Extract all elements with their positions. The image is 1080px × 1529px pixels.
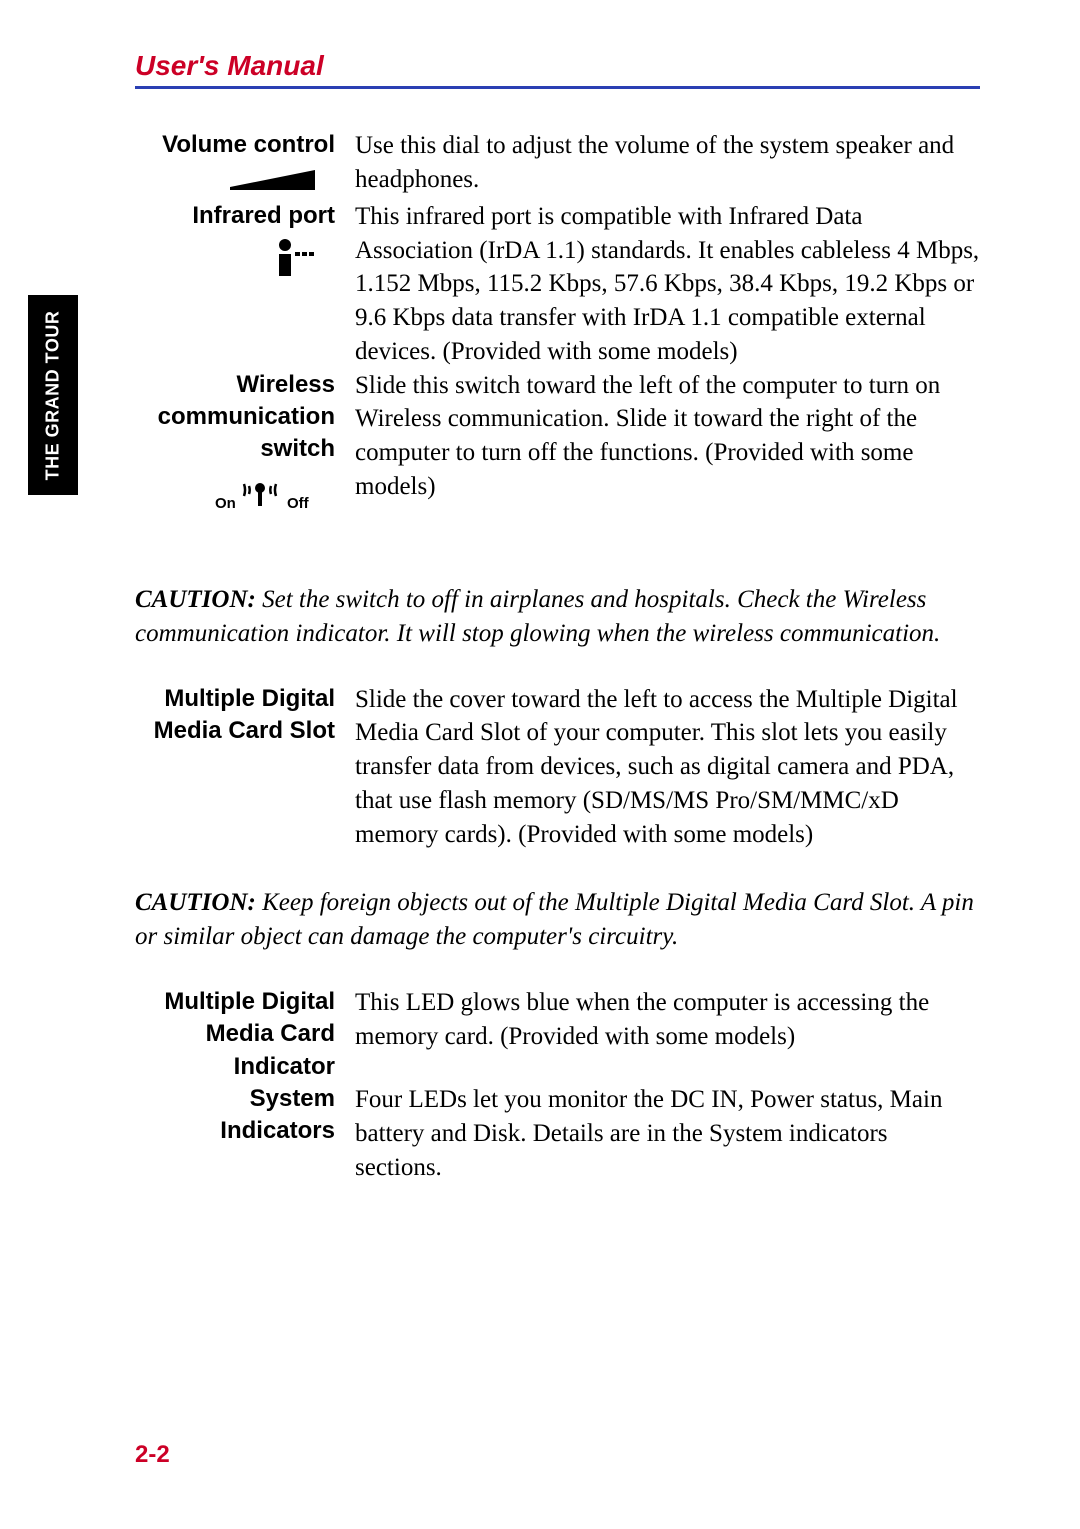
desc-wireless-switch: Slide this switch toward the left of the… xyxy=(355,369,980,524)
wireless-switch-icon: On Off xyxy=(135,472,335,523)
label-media-card-indicator: Multiple Digital Media Card Indicator xyxy=(135,986,355,1083)
desc-media-card-slot: Slide the cover toward the left to acces… xyxy=(355,683,980,852)
caution-media-slot: CAUTION: Keep foreign objects out of the… xyxy=(135,886,980,954)
caution-lead: CAUTION: xyxy=(135,586,256,613)
desc-media-card-indicator: This LED glows blue when the computer is… xyxy=(355,986,980,1083)
label-system-indicators: System Indicators xyxy=(135,1083,355,1184)
svg-text:Off: Off xyxy=(287,495,310,512)
header-rule xyxy=(135,86,980,89)
desc-infrared-port: This infrared port is compatible with In… xyxy=(355,200,980,369)
label-infrared-port: Infrared port xyxy=(135,200,335,232)
desc-volume-control: Use this dial to adjust the volume of th… xyxy=(355,129,980,200)
caution-wireless: CAUTION: Set the switch to off in airpla… xyxy=(135,583,980,651)
caution-text: Set the switch to off in airplanes and h… xyxy=(135,586,940,647)
label-media-card-slot: Multiple Digital Media Card Slot xyxy=(135,683,355,852)
svg-text:On: On xyxy=(215,495,236,512)
label-wireless-switch: Wireless communication switch xyxy=(135,369,335,466)
infrared-icon xyxy=(135,238,335,287)
label-volume-control: Volume control xyxy=(135,129,335,161)
chapter-tab: THE GRAND TOUR xyxy=(28,295,78,495)
volume-wedge-icon xyxy=(135,167,335,199)
page-title: User's Manual xyxy=(135,50,980,82)
page-number: 2-2 xyxy=(135,1441,170,1469)
caution-text: Keep foreign objects out of the Multiple… xyxy=(135,889,974,950)
caution-lead: CAUTION: xyxy=(135,889,256,916)
desc-system-indicators: Four LEDs let you monitor the DC IN, Pow… xyxy=(355,1083,980,1184)
chapter-tab-label: THE GRAND TOUR xyxy=(43,310,64,480)
